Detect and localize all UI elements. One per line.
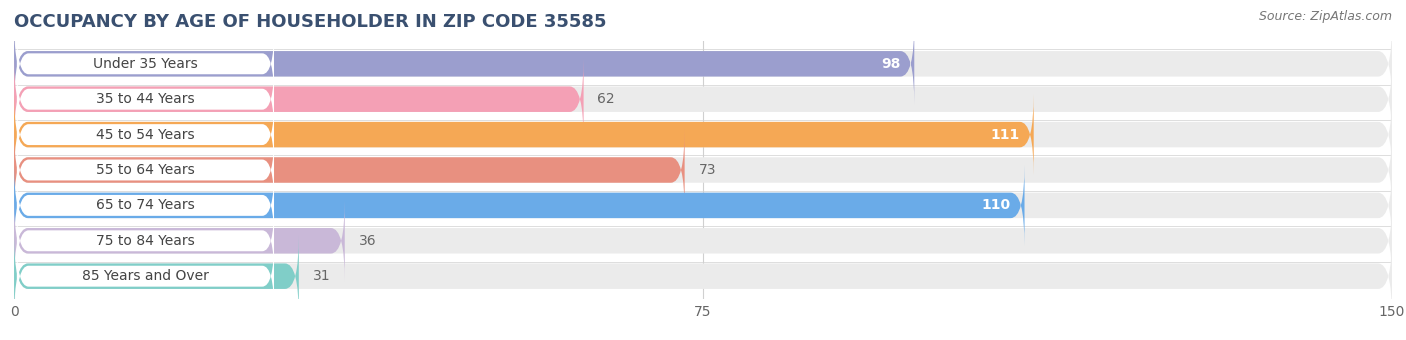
FancyBboxPatch shape [14, 130, 685, 210]
FancyBboxPatch shape [14, 59, 583, 139]
Text: 31: 31 [312, 269, 330, 283]
Text: 65 to 74 Years: 65 to 74 Years [96, 199, 195, 212]
Text: 75 to 84 Years: 75 to 84 Years [96, 234, 195, 248]
Text: 110: 110 [981, 199, 1011, 212]
FancyBboxPatch shape [14, 23, 914, 104]
FancyBboxPatch shape [17, 29, 274, 99]
FancyBboxPatch shape [14, 236, 299, 317]
Text: 62: 62 [598, 92, 614, 106]
FancyBboxPatch shape [14, 59, 1392, 139]
FancyBboxPatch shape [14, 23, 1392, 104]
FancyBboxPatch shape [17, 65, 274, 134]
Text: 35 to 44 Years: 35 to 44 Years [96, 92, 194, 106]
Text: 36: 36 [359, 234, 377, 248]
Text: 73: 73 [699, 163, 716, 177]
Text: Under 35 Years: Under 35 Years [93, 57, 198, 71]
FancyBboxPatch shape [14, 201, 344, 281]
FancyBboxPatch shape [14, 201, 1392, 281]
FancyBboxPatch shape [17, 171, 274, 240]
FancyBboxPatch shape [17, 135, 274, 205]
FancyBboxPatch shape [14, 94, 1392, 175]
FancyBboxPatch shape [17, 100, 274, 169]
FancyBboxPatch shape [14, 165, 1392, 246]
Text: 85 Years and Over: 85 Years and Over [82, 269, 209, 283]
Text: 45 to 54 Years: 45 to 54 Years [96, 128, 194, 141]
FancyBboxPatch shape [14, 236, 1392, 317]
FancyBboxPatch shape [14, 130, 1392, 210]
FancyBboxPatch shape [14, 94, 1033, 175]
FancyBboxPatch shape [14, 165, 1025, 246]
FancyBboxPatch shape [17, 206, 274, 275]
FancyBboxPatch shape [17, 241, 274, 311]
Text: Source: ZipAtlas.com: Source: ZipAtlas.com [1258, 10, 1392, 23]
Text: 98: 98 [882, 57, 900, 71]
Text: 55 to 64 Years: 55 to 64 Years [96, 163, 195, 177]
Text: OCCUPANCY BY AGE OF HOUSEHOLDER IN ZIP CODE 35585: OCCUPANCY BY AGE OF HOUSEHOLDER IN ZIP C… [14, 13, 606, 31]
Text: 111: 111 [991, 128, 1019, 141]
